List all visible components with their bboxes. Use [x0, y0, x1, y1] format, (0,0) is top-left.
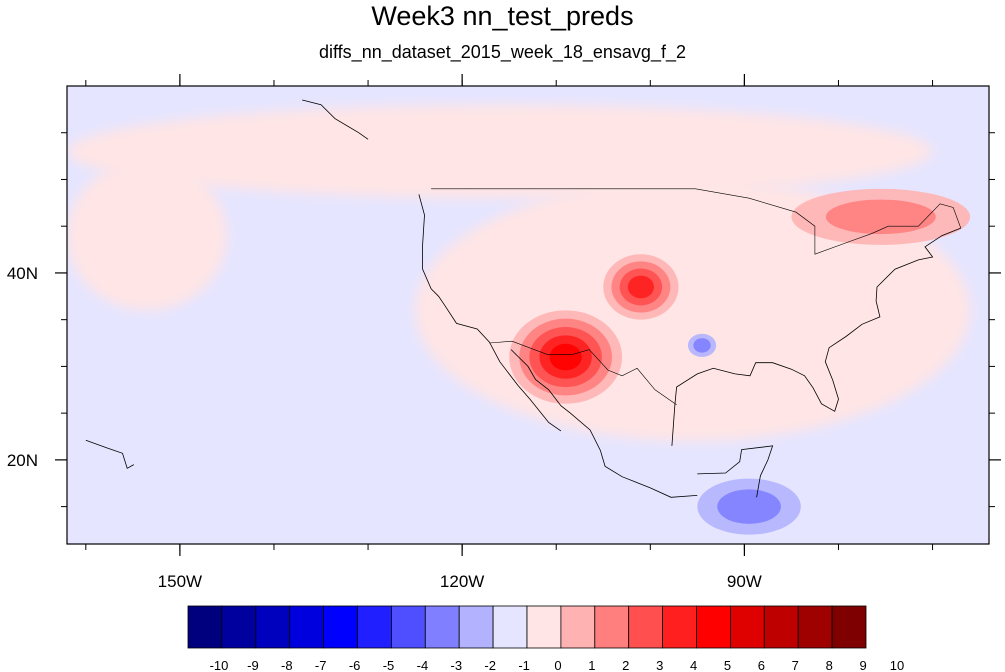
x-tick-label: 150W [158, 572, 202, 591]
coastline-yucatan [697, 445, 774, 498]
feature-warm-plains-level-4 [627, 275, 654, 299]
colorbar-label: 5 [724, 658, 731, 672]
colorbar-label: -7 [315, 658, 327, 672]
colorbar-swatch [763, 605, 799, 649]
colorbar-label: 0 [554, 658, 561, 672]
colorbar-swatch [357, 605, 392, 649]
colorbar-swatch [390, 605, 426, 649]
colorbar-swatch [323, 605, 358, 649]
feature-cool-central-america-level-2 [717, 489, 781, 524]
colorbar-label: -10 [210, 658, 229, 672]
colorbar-swatch [187, 605, 223, 649]
plot-area [67, 86, 989, 544]
colorbar-label: -6 [349, 658, 361, 672]
colorbar-swatch [424, 605, 460, 649]
coastline-hawaii [85, 439, 134, 469]
feature-warm-southwest-level-5 [549, 343, 582, 371]
colorbar-label: 8 [826, 658, 833, 672]
colorbar-label: -4 [417, 658, 429, 672]
colorbar-swatch [526, 605, 562, 649]
colorbar-swatch [628, 605, 664, 649]
axis-ticks: 150W 120W 90W 40N 20N [7, 74, 1001, 591]
colorbar-label: -9 [247, 658, 259, 672]
colorbar-swatch [662, 605, 697, 649]
colorbar-label: 4 [690, 658, 697, 672]
colorbar-swatch [289, 605, 325, 649]
chart-title: Week3 nn_test_preds [371, 1, 634, 31]
colorbar-swatch [492, 605, 528, 649]
x-tick-label: 90W [727, 572, 762, 591]
colorbar-label: 2 [622, 658, 629, 672]
colorbar-swatch [831, 605, 867, 649]
colorbar-swatch [594, 605, 630, 649]
coastlines [85, 99, 962, 498]
colorbar-swatch [560, 605, 596, 649]
national-border-1 [431, 188, 962, 255]
coastline-gulf-coast [671, 227, 961, 446]
colorbar-label: 9 [859, 658, 866, 672]
colorbar-label: -8 [281, 658, 293, 672]
colorbar: -10 -9 -8 -7 -6 -5 -4 -3 -2 -1 0 1 2 3 4 5 6 7 8 9 10 [187, 605, 904, 672]
colorbar-swatch [696, 605, 731, 649]
colorbar-label: -2 [484, 658, 496, 672]
colorbar-swatch [458, 605, 494, 649]
colorbar-label: 10 [890, 658, 904, 672]
colorbar-label: 3 [656, 658, 663, 672]
feature-cool-gulf-level-2 [693, 338, 711, 353]
feature-slight-positive [67, 160, 227, 311]
feature-slight-positive [67, 104, 933, 199]
x-tick-label: 120W [440, 572, 484, 591]
y-tick-label: 20N [7, 451, 38, 470]
chart-subtitle: diffs_nn_dataset_2015_week_18_ensavg_f_2 [319, 42, 686, 62]
colorbar-swatch [255, 605, 291, 649]
colorbar-label: -3 [451, 658, 463, 672]
plot-frame [66, 85, 990, 545]
national-border-2 [489, 340, 677, 405]
colorbar-swatch [221, 605, 257, 649]
coastline-gulf-of-california [510, 349, 698, 498]
colorbar-swatch [797, 605, 833, 649]
y-tick-label: 40N [7, 264, 38, 283]
colorbar-label: 1 [588, 658, 595, 672]
colorbar-label: -5 [383, 658, 395, 672]
colorbar-label: -1 [518, 658, 530, 672]
colorbar-label: 7 [792, 658, 799, 672]
coastline-west-coast [418, 194, 562, 432]
feature-warm-northeast-level-2 [825, 199, 936, 235]
coastline-alaska-southeast [302, 99, 369, 140]
colorbar-swatch [730, 605, 765, 649]
colorbar-label: 6 [758, 658, 765, 672]
